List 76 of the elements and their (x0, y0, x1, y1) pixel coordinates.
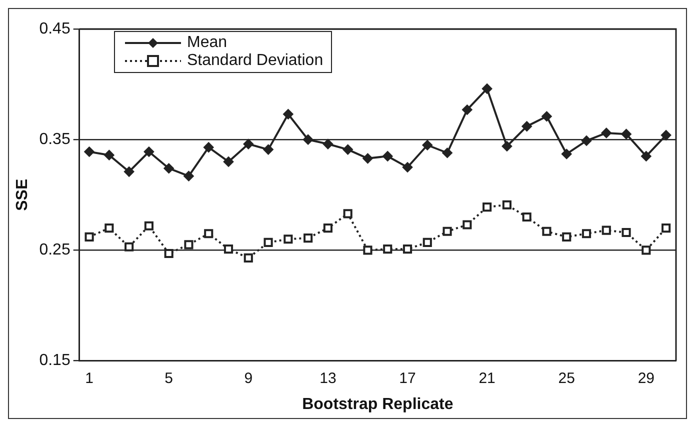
y-tick-label: 0.25 (39, 242, 70, 259)
point (144, 146, 154, 157)
point (662, 224, 671, 233)
point (204, 142, 214, 152)
point (382, 151, 393, 162)
point (383, 244, 392, 254)
point (323, 224, 332, 233)
x-tick-label: 1 (85, 370, 94, 387)
x-tick-label: 25 (558, 370, 575, 387)
point (104, 224, 114, 233)
x-tick-label: 29 (638, 370, 655, 387)
point (542, 111, 552, 122)
x-tick-label: 17 (399, 370, 416, 387)
x-axis-title: Bootstrap Replicate (302, 396, 454, 413)
point (184, 240, 194, 250)
point (264, 238, 273, 247)
point (462, 104, 472, 115)
point (343, 209, 352, 218)
y-tick-label: 0.35 (39, 131, 70, 148)
point (582, 136, 592, 146)
y-tick-label: 0.45 (39, 20, 70, 38)
point (144, 221, 154, 230)
point (362, 153, 373, 164)
point (502, 200, 512, 210)
point (184, 171, 194, 182)
point (164, 248, 174, 258)
x-tick-label: 21 (478, 370, 496, 387)
x-tick-label: 5 (164, 370, 174, 387)
point (601, 128, 612, 138)
point (263, 144, 274, 155)
point (622, 228, 631, 238)
point (224, 244, 234, 254)
x-tick-label: 13 (320, 370, 336, 387)
point (224, 156, 234, 167)
point (303, 134, 314, 145)
point (322, 139, 333, 150)
point (641, 151, 652, 162)
point (304, 234, 313, 243)
point (621, 129, 632, 140)
point (244, 253, 253, 262)
point (442, 226, 452, 236)
point (562, 148, 572, 159)
point (522, 121, 532, 132)
point (342, 144, 353, 155)
point (284, 234, 293, 244)
point (462, 220, 472, 230)
point (602, 226, 611, 235)
point (542, 226, 552, 236)
point (502, 141, 512, 152)
point (243, 139, 254, 150)
point (402, 244, 412, 254)
point (422, 238, 432, 247)
point (164, 163, 174, 174)
y-axis-title: SSE (14, 178, 32, 211)
point (642, 246, 651, 255)
point (402, 162, 413, 172)
point (562, 232, 572, 242)
point (522, 212, 532, 222)
point (104, 150, 114, 160)
x-tick-label: 9 (244, 370, 253, 387)
point (84, 232, 94, 242)
point (482, 84, 492, 94)
point (442, 148, 452, 158)
y-tick-label: 0.15 (39, 352, 70, 370)
point (582, 229, 592, 238)
point (84, 146, 94, 157)
legend-label: Standard Deviation (187, 52, 324, 70)
point (363, 246, 372, 255)
point (422, 140, 432, 150)
point (661, 130, 672, 140)
point (482, 202, 492, 212)
point (124, 242, 134, 252)
point (204, 229, 214, 238)
point (283, 109, 294, 120)
point (124, 166, 134, 177)
legend-label: Mean (187, 34, 228, 52)
